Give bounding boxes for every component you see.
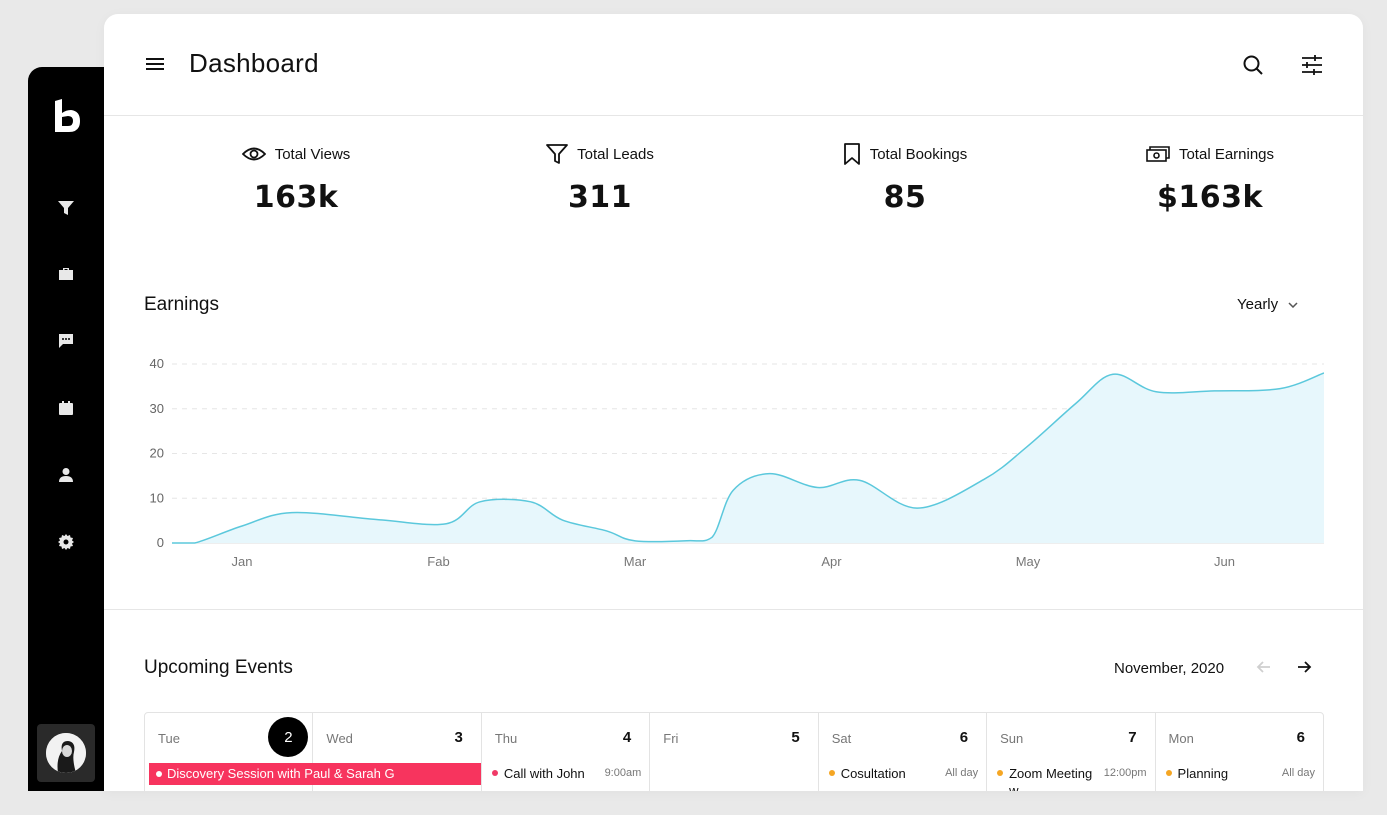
day-name: Mon (1168, 731, 1194, 746)
event-dot-icon (491, 770, 498, 776)
main-panel: Dashboard Total Views 163k (104, 14, 1363, 791)
period-select-value: Yearly (1237, 296, 1279, 313)
event-time: All day (945, 767, 979, 779)
page-title: Dashboard (189, 48, 319, 78)
sidebar (28, 67, 118, 791)
week-calendar: Tue 2 Discovery Session with Paul & Sarah … (144, 712, 1324, 791)
stat-total-earnings: Total Earnings $163k (1090, 142, 1330, 215)
y-tick-label: 40 (150, 356, 164, 371)
event-title: Planning (1177, 766, 1229, 781)
x-tick-label: Apr (821, 554, 842, 569)
y-tick-label: 30 (150, 401, 164, 416)
earnings-title: Earnings (144, 294, 219, 315)
day-number[interactable]: 3 (454, 729, 463, 746)
calendar-month-label: November, 2020 (1114, 660, 1225, 677)
avatar-photo (46, 733, 86, 773)
brand-logo-icon[interactable] (53, 99, 81, 133)
calendar-day[interactable]: Wed 3 (313, 713, 482, 791)
x-tick-label: Jan (232, 554, 253, 569)
day-name: Sun (1000, 731, 1024, 746)
event-title: Cosultation (840, 766, 906, 781)
section-divider (104, 609, 1363, 610)
event-title: Call with John (503, 766, 585, 781)
calendar-day[interactable]: Fri 5 (650, 713, 819, 791)
user-icon[interactable] (57, 466, 75, 484)
day-number[interactable]: 7 (1128, 729, 1137, 746)
stat-label: Total Bookings (869, 145, 968, 163)
calendar-day[interactable]: Thu 4 Call with John 9:00am (482, 713, 651, 791)
arrow-right-icon[interactable] (1296, 659, 1312, 675)
stat-value: 85 (883, 180, 927, 215)
stat-value: 163k (253, 180, 339, 215)
stat-label: Total Views (274, 145, 351, 163)
event-time: All day (1281, 767, 1315, 779)
day-number[interactable]: 6 (959, 729, 969, 746)
chat-icon[interactable] (57, 332, 75, 350)
earnings-chart: 0 10 20 30 40 Jan Fab Mar Apr May Jun (150, 356, 1324, 569)
stat-label: Total Earnings (1178, 145, 1275, 163)
event-dot-icon (997, 770, 1004, 776)
x-tick-label: May (1016, 554, 1041, 569)
stat-total-leads: Total Leads 311 (480, 142, 720, 215)
funnel-icon (546, 144, 569, 164)
event-time: 12:00pm (1103, 767, 1147, 779)
chevron-down-icon (1288, 301, 1298, 308)
day-name: Fri (663, 731, 679, 746)
y-tick-label: 0 (157, 535, 164, 550)
bookmark-icon (843, 143, 860, 165)
calendar-day[interactable]: Mon 6 Planning All day (1156, 713, 1323, 791)
calendar-icon[interactable] (57, 399, 75, 417)
settings-icon[interactable] (57, 533, 75, 551)
calendar-event[interactable]: Planning All day (1165, 765, 1315, 782)
calendar-event[interactable]: Zoom Meeting w... 12:00pm (997, 765, 1147, 791)
day-name: Thu (494, 731, 518, 746)
day-name: Wed (326, 731, 353, 746)
event-dot-icon (1165, 770, 1172, 776)
period-select[interactable]: Yearly (1237, 296, 1298, 313)
y-tick-label: 20 (150, 446, 164, 461)
arrow-left-icon[interactable] (1256, 659, 1272, 675)
calendar-event[interactable]: Call with John 9:00am (491, 765, 642, 782)
x-tick-label: Mar (624, 554, 647, 569)
day-name: Sat (831, 731, 852, 746)
stat-value: 311 (567, 180, 633, 215)
calendar-day[interactable]: Sun 7 Zoom Meeting w... 12:00pm (987, 713, 1156, 791)
funnel-icon[interactable] (57, 199, 75, 217)
menu-icon[interactable] (144, 54, 166, 74)
calendar-event[interactable]: Cosultation All day (828, 765, 979, 782)
event-dot-icon (828, 770, 835, 776)
stat-value: $163k (1157, 180, 1263, 215)
stat-total-views: Total Views 163k (176, 142, 416, 215)
day-number[interactable]: 5 (791, 729, 800, 746)
event-banner[interactable]: Discovery Session with Paul & Sarah G (149, 763, 481, 785)
event-time: 9:00am (604, 767, 642, 779)
event-title: Zoom Meeting w... (1009, 766, 1093, 791)
day-number[interactable]: 6 (1296, 729, 1305, 746)
day-number-selected[interactable]: 2 (268, 717, 309, 757)
x-tick-label: Fab (427, 554, 449, 569)
briefcase-icon[interactable] (57, 265, 75, 283)
earnings-series-line (172, 372, 1324, 544)
cash-icon (1146, 146, 1170, 162)
sliders-icon[interactable] (1300, 53, 1324, 77)
calendar-day[interactable]: Sat 6 Cosultation All day (819, 713, 988, 791)
header: Dashboard (104, 14, 1363, 116)
avatar[interactable] (37, 724, 95, 782)
search-icon[interactable] (1242, 54, 1264, 76)
events-title: Upcoming Events (144, 657, 293, 678)
x-tick-label: Jun (1214, 554, 1235, 569)
eye-icon (241, 147, 266, 161)
day-number[interactable]: 4 (622, 729, 632, 746)
y-tick-label: 10 (150, 490, 164, 505)
stat-label: Total Leads (577, 145, 654, 163)
earnings-area-fill (172, 372, 1324, 543)
calendar-day[interactable]: Tue 2 Discovery Session with Paul & Sarah … (145, 713, 481, 791)
day-name: Tue (158, 731, 180, 746)
stat-total-bookings: Total Bookings 85 (785, 142, 1025, 215)
